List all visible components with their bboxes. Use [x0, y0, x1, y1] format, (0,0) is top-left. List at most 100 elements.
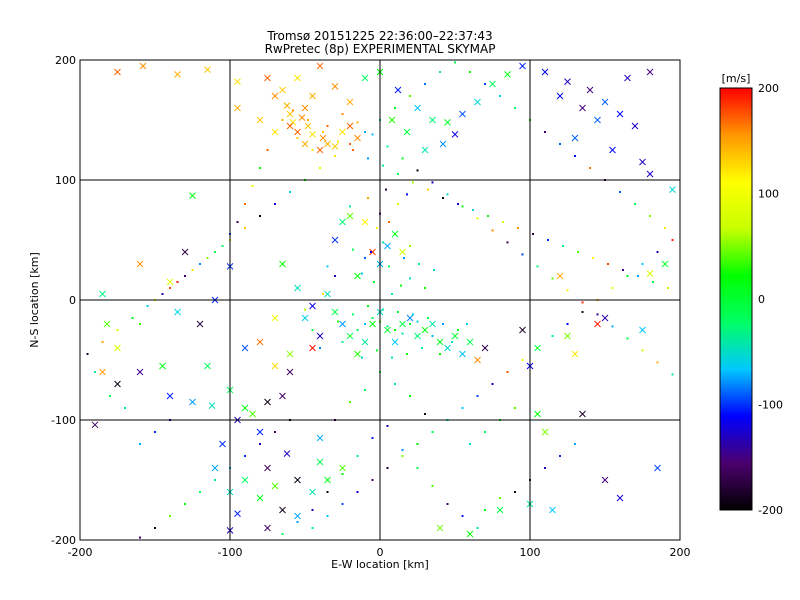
data-point-x: [241, 404, 249, 412]
data-point-x: [646, 68, 654, 76]
data-point-x: [136, 368, 144, 376]
data-point-dot: [382, 308, 384, 311]
data-point-dot: [326, 125, 329, 127]
data-point-x: [241, 344, 249, 352]
data-point-x: [249, 410, 256, 418]
data-point-x: [361, 74, 369, 82]
data-point-dot: [376, 227, 378, 229]
data-point-dot: [388, 265, 390, 268]
colorbar-tick-label: -200: [758, 504, 783, 517]
data-point-dot: [266, 149, 269, 151]
data-point-dot: [337, 320, 339, 323]
data-point-dot: [349, 401, 351, 403]
data-point-x: [661, 260, 669, 268]
data-point-dot: [424, 287, 426, 289]
data-point-dot: [637, 275, 639, 277]
data-point-x: [309, 488, 316, 496]
data-point-dot: [397, 173, 399, 175]
data-point-dot: [191, 269, 194, 271]
data-point-x: [196, 320, 204, 328]
data-point-x: [541, 428, 549, 436]
data-point-x: [403, 128, 411, 136]
data-point-dot: [367, 197, 369, 199]
data-point-x: [159, 362, 166, 370]
data-point-x: [309, 302, 316, 310]
data-point-x: [324, 476, 331, 484]
grid-lines: [80, 60, 680, 540]
data-point-x: [346, 212, 354, 220]
data-point-dot: [433, 269, 435, 271]
data-point-dot: [259, 443, 261, 445]
data-point-dot: [394, 329, 396, 331]
data-point-dot: [469, 443, 471, 445]
data-point-dot: [376, 349, 378, 352]
data-point-x: [294, 74, 301, 82]
data-point-dot: [349, 335, 351, 337]
data-point-dot: [139, 536, 141, 539]
y-tick-label: 200: [55, 54, 76, 67]
data-point-x: [319, 134, 327, 142]
data-point-x: [369, 248, 376, 256]
data-point-dot: [521, 359, 524, 361]
series-x: [91, 62, 676, 538]
data-point-dot: [394, 107, 396, 109]
data-point-dot: [367, 305, 369, 307]
data-point-x: [406, 314, 414, 322]
data-point-x: [394, 86, 402, 94]
data-point-dot: [169, 287, 171, 289]
data-point-dot: [289, 191, 291, 193]
data-point-dot: [409, 395, 411, 397]
data-point-dot: [431, 335, 434, 337]
data-point-x: [301, 104, 309, 112]
data-point-dot: [139, 323, 141, 325]
data-point-x: [384, 242, 391, 250]
data-point-dot: [506, 241, 509, 244]
data-point-dot: [626, 337, 629, 340]
y-tick-label: -100: [51, 414, 76, 427]
data-point-dot: [199, 263, 201, 265]
data-point-dot: [341, 473, 344, 475]
data-point-dot: [352, 248, 354, 251]
data-point-dot: [667, 287, 669, 289]
data-point-x: [256, 338, 264, 346]
data-point-dot: [274, 431, 276, 433]
data-point-x: [601, 476, 609, 484]
data-point-dot: [259, 215, 261, 217]
data-point-dot: [397, 311, 399, 313]
data-point-dot: [574, 443, 576, 445]
data-point-dot: [409, 323, 411, 325]
data-point-dot: [394, 383, 396, 385]
data-point-x: [639, 326, 646, 334]
data-point-dot: [356, 121, 359, 124]
data-point-x: [331, 308, 339, 316]
chart-title: Tromsø 20151225 22:36:00–22:37:43: [266, 29, 492, 43]
data-point-x: [316, 434, 324, 442]
x-tick-label: -100: [218, 546, 243, 559]
data-point-dot: [412, 181, 414, 184]
data-point-dot: [391, 293, 393, 295]
data-point-dot: [442, 197, 444, 199]
data-point-x: [286, 350, 294, 358]
data-point-x: [594, 320, 601, 328]
data-point-dot: [596, 313, 599, 316]
data-point-dot: [409, 277, 411, 280]
data-point-dot: [506, 371, 509, 373]
data-point-x: [189, 398, 196, 406]
data-point-dot: [622, 269, 624, 271]
data-point-x: [616, 494, 624, 502]
data-point-x: [339, 128, 346, 136]
data-point-x: [624, 74, 631, 82]
data-point-dot: [544, 467, 546, 469]
data-point-x: [166, 392, 174, 400]
data-point-dot: [457, 329, 459, 331]
data-point-dot: [244, 227, 246, 229]
colorbar: [m/s] 200 100 0 -100 -200: [719, 72, 783, 517]
data-point-x: [646, 270, 654, 277]
data-point-x: [279, 506, 286, 514]
data-point-x: [654, 464, 661, 472]
data-point-dot: [487, 215, 489, 217]
data-point-x: [316, 458, 324, 466]
colorbar-gradient: [719, 87, 753, 511]
data-point-x: [354, 350, 361, 358]
data-point-x: [294, 512, 301, 520]
